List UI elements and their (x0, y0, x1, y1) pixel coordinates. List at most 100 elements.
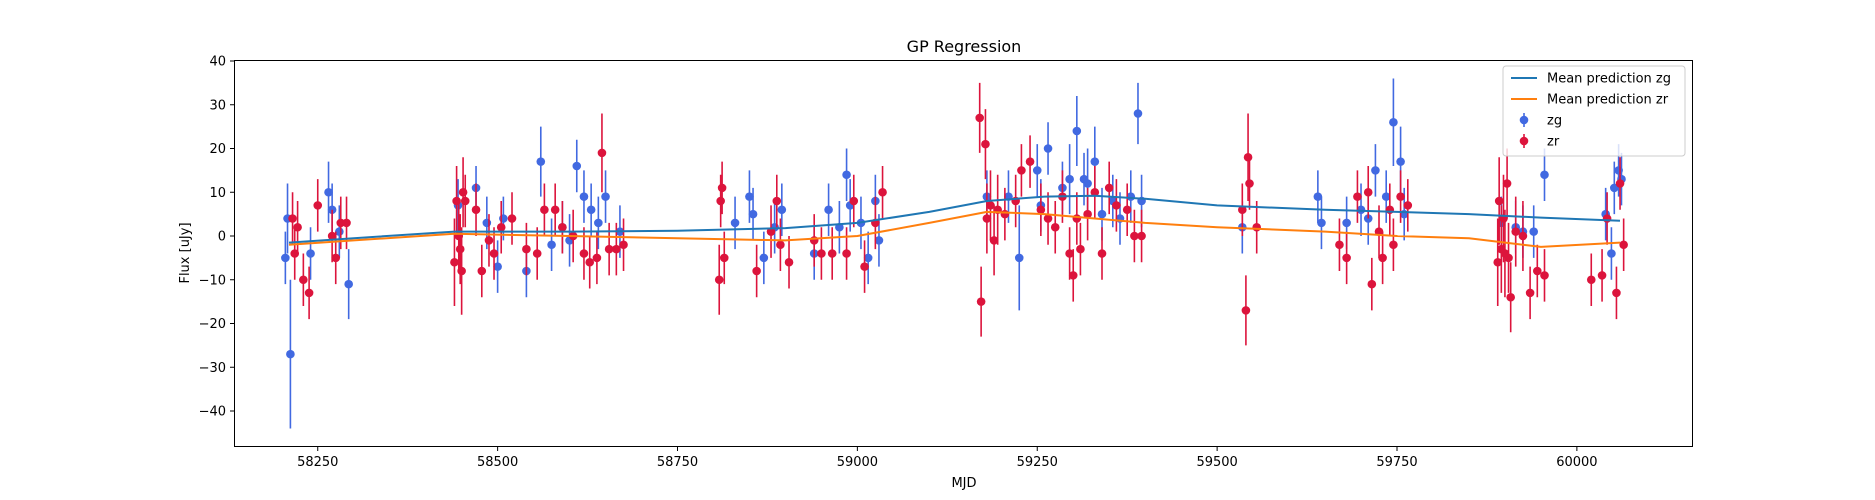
point-zr (1353, 192, 1362, 201)
point-zr (1342, 253, 1351, 263)
point-zr (579, 249, 589, 258)
point-zr (342, 218, 351, 228)
point-zr (714, 275, 724, 285)
point-zr (1586, 275, 1596, 285)
point-zr (1619, 240, 1628, 250)
point-zr (772, 196, 782, 206)
point-zg (1371, 166, 1380, 175)
point-zg (1083, 179, 1092, 188)
y-tick-label: 20 (209, 142, 226, 157)
point-zg (1133, 109, 1143, 118)
point-zr (1112, 201, 1121, 210)
point-zr (1245, 179, 1254, 188)
point-zg (1342, 218, 1351, 228)
point-zr (1506, 292, 1515, 302)
point-zr (989, 236, 999, 245)
point-zr (860, 262, 869, 271)
y-tick-label: −10 (199, 273, 226, 288)
point-zr (1122, 205, 1132, 215)
point-zr (477, 266, 487, 276)
point-zr (975, 113, 984, 123)
point-zr (313, 201, 323, 210)
line-mean-prediction-zg (288, 194, 1621, 244)
point-zr (1396, 192, 1405, 201)
point-zg (759, 253, 769, 263)
point-zr (986, 201, 995, 210)
point-zr (597, 148, 607, 158)
x-tick-label: 59000 (837, 455, 878, 470)
x-tick-label: 58750 (657, 455, 698, 470)
point-zr (507, 214, 517, 223)
point-zr (1597, 271, 1607, 280)
point-zr (1068, 271, 1078, 280)
point-zg (324, 187, 333, 197)
point-zr (1017, 166, 1026, 175)
y-axis: −40 −30 −20 −10 0 10 20 30 40 (199, 55, 235, 420)
point-zr (1241, 306, 1251, 315)
line-mean-prediction-zr (288, 210, 1621, 248)
point-zg (536, 157, 546, 166)
point-zr (981, 139, 990, 149)
point-zr (457, 266, 466, 276)
point-zr (752, 266, 761, 276)
point-zr (458, 187, 468, 197)
y-tick-label: −20 (199, 317, 226, 332)
point-zg (572, 161, 582, 171)
point-zr (1104, 183, 1114, 193)
point-zr (1363, 187, 1373, 197)
legend-label: Mean prediction zr (1547, 93, 1669, 108)
point-zg (1014, 253, 1024, 263)
x-tick-label: 59750 (1376, 455, 1417, 470)
point-zr (460, 196, 470, 206)
point-zg (777, 205, 787, 215)
point-zr (1238, 205, 1247, 215)
point-zg (745, 192, 754, 201)
point-zr (878, 187, 887, 197)
point-zr (1025, 157, 1035, 166)
point-zr (612, 244, 621, 254)
point-zr (1043, 214, 1053, 223)
point-zr (452, 196, 461, 206)
point-zr (719, 253, 729, 263)
point-zg (824, 205, 833, 215)
point-zr (1502, 179, 1512, 188)
point-zr (522, 244, 531, 254)
legend-label: zr (1547, 135, 1560, 150)
point-zr (809, 236, 819, 245)
x-tick-label: 59250 (1017, 455, 1058, 470)
point-zg (1313, 192, 1323, 201)
point-zg (594, 218, 603, 228)
point-zr (1518, 231, 1528, 241)
point-zg (874, 236, 884, 245)
point-zr (331, 253, 341, 263)
point-zr (1090, 187, 1100, 197)
point-zg (344, 279, 353, 289)
point-zg (1614, 166, 1623, 175)
y-tick-label: −40 (199, 405, 226, 420)
point-zr (1050, 222, 1060, 232)
point-zg (482, 218, 492, 228)
point-zr (1252, 222, 1261, 232)
point-zr (1494, 196, 1504, 206)
point-zg (1072, 126, 1082, 136)
point-zg (493, 262, 502, 271)
point-zr (489, 249, 499, 258)
point-zr (532, 249, 542, 258)
point-zr (1493, 257, 1503, 267)
point-zr (304, 288, 314, 298)
point-zr (849, 196, 859, 206)
legend: Mean prediction zg Mean prediction zr zg zr (1502, 65, 1686, 157)
point-zr (496, 222, 506, 232)
legend-label: zg (1547, 114, 1562, 129)
point-zr (293, 222, 302, 232)
point-zg (601, 192, 610, 201)
point-zr (1540, 271, 1549, 280)
point-zr (299, 275, 308, 285)
point-zg (1529, 227, 1539, 236)
point-zr (592, 253, 602, 263)
point-zr (619, 240, 628, 250)
point-zg (281, 253, 290, 263)
legend-point-swatch (1519, 136, 1529, 146)
x-tick-label: 60000 (1556, 455, 1597, 470)
point-zg (730, 218, 740, 228)
